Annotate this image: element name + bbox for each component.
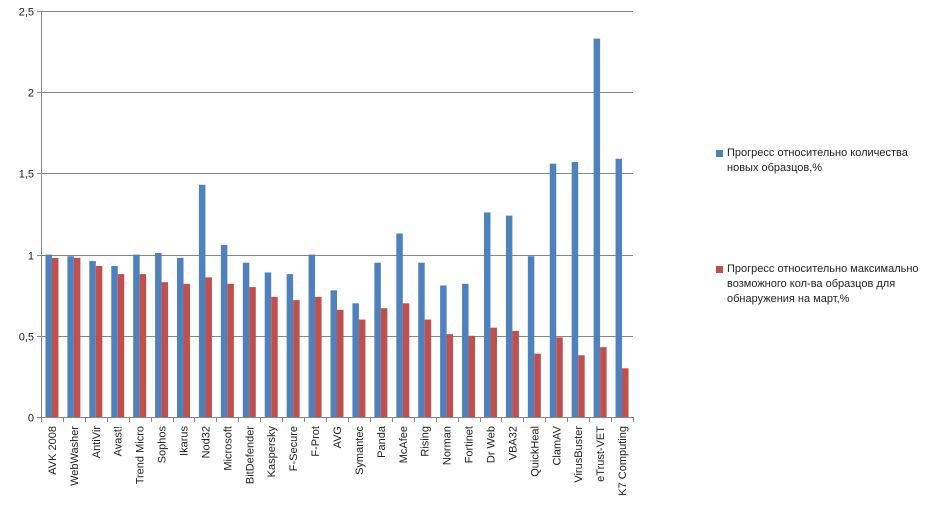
legend-swatch-series-1: [716, 150, 723, 157]
bar-series-2: [446, 334, 454, 417]
bar-series-1: [308, 254, 316, 417]
bar-series-1: [396, 233, 403, 417]
category-label: eTrust-VET: [595, 426, 607, 482]
bar-series-1: [483, 212, 491, 417]
bar-series-1: [571, 162, 579, 417]
category-label: F-Prot: [310, 426, 322, 457]
bar-series-1: [505, 215, 513, 417]
bar-series-2: [227, 283, 234, 417]
bar-series-1: [45, 254, 52, 417]
bar-series-2: [490, 327, 497, 417]
bar-series-2: [249, 287, 256, 417]
bar-series-1: [593, 38, 601, 418]
bar-series-1: [549, 163, 557, 417]
y-axis-ticks: 0 0,5 1 1,5 2 2,5: [19, 7, 41, 425]
gridlines: [41, 11, 633, 337]
bar-series-1: [440, 285, 447, 417]
bar-series-1: [352, 303, 359, 417]
bar-series-2: [468, 335, 476, 417]
bar-series-1: [286, 274, 294, 417]
category-label: Kaspersky: [266, 426, 278, 478]
category-label: K7 Computing: [617, 426, 629, 496]
bar-series-2: [534, 353, 541, 417]
legend-swatch-series-2: [716, 266, 723, 273]
bars: [45, 38, 629, 418]
legend-label-series-1: Прогресс относительно количества новых о…: [727, 147, 908, 174]
bar-series-2: [205, 277, 212, 417]
bar-series-1: [418, 262, 425, 417]
bar-series-1: [155, 252, 162, 417]
bar-series-1: [462, 283, 469, 417]
bar-series-1: [527, 256, 535, 417]
bar-series-2: [139, 274, 147, 417]
bar-series-1: [264, 272, 272, 417]
bar-series-2: [51, 257, 59, 417]
bar-series-2: [402, 303, 410, 417]
bar-series-2: [337, 309, 344, 417]
bar-series-2: [95, 265, 103, 417]
legend-label-series-2: Прогресс относительно максимально возмож…: [727, 263, 919, 305]
bar-series-1: [111, 265, 118, 417]
category-label: Nod32: [200, 426, 212, 458]
bar-series-2: [512, 330, 519, 417]
bar-series-1: [374, 262, 381, 417]
bar-series-2: [556, 337, 563, 417]
bar-series-2: [183, 283, 191, 417]
category-label: VirusBuster: [573, 426, 585, 483]
bar-series-2: [271, 296, 278, 417]
y-tick-label: 2: [28, 88, 34, 100]
bar-series-1: [89, 261, 96, 417]
legend-item-series-1: Прогресс относительно количества новых о…: [716, 146, 931, 176]
bar-series-2: [380, 308, 388, 417]
category-label: Sophos: [157, 426, 169, 464]
category-label: AVK 2008: [47, 426, 59, 475]
category-label: Dr Web: [485, 426, 497, 463]
x-axis-tick-marks: [41, 417, 634, 422]
category-label: AVG: [332, 426, 344, 448]
bar-series-1: [67, 256, 74, 417]
category-label: Rising: [420, 426, 432, 457]
y-tick-label: 1,5: [19, 169, 34, 181]
bar-series-2: [578, 355, 585, 417]
category-label: Avast!: [113, 426, 125, 456]
category-label: F-Secure: [288, 426, 300, 471]
bar-series-2: [358, 319, 366, 417]
bar-series-1: [615, 158, 623, 417]
category-label: Microsoft: [222, 426, 234, 471]
y-tick-label: 0,5: [19, 332, 34, 344]
bar-series-2: [73, 257, 81, 417]
y-tick-label: 0: [28, 413, 34, 425]
bar-series-1: [177, 257, 184, 417]
bar-series-1: [220, 244, 228, 417]
bar-series-1: [330, 290, 337, 417]
category-label: BitDefender: [244, 426, 256, 484]
bar-series-2: [600, 347, 607, 417]
category-label: Panda: [376, 425, 388, 458]
y-tick-label: 1: [28, 251, 34, 263]
category-label: Norman: [442, 426, 454, 465]
category-label: AntiVir: [91, 426, 103, 459]
bar-series-2: [161, 282, 169, 417]
category-label: Symantec: [354, 426, 366, 475]
bar-series-1: [242, 262, 250, 417]
category-label: Ikarus: [179, 426, 191, 456]
legend-item-series-2: Прогресс относительно максимально возмож…: [716, 262, 931, 307]
category-label: ClamAV: [551, 425, 563, 465]
category-label: Fortinet: [464, 426, 476, 463]
bar-series-2: [293, 300, 300, 417]
y-tick-label: 2,5: [19, 7, 34, 19]
bar-series-2: [117, 274, 125, 417]
bar-series-1: [133, 254, 140, 417]
category-label: VBA32: [507, 426, 519, 460]
x-axis-labels: AVK 2008 WebWasher AntiVir Avast! Trend Micr…: [47, 425, 629, 496]
bar-series-2: [424, 319, 432, 417]
category-label: WebWasher: [69, 426, 81, 486]
bar-series-2: [622, 368, 629, 417]
category-label: McAfee: [398, 426, 410, 463]
category-label: Trend Micro: [135, 426, 147, 484]
bar-series-2: [315, 296, 322, 417]
category-label: QuickHeal: [529, 426, 541, 477]
bar-series-1: [198, 184, 206, 417]
